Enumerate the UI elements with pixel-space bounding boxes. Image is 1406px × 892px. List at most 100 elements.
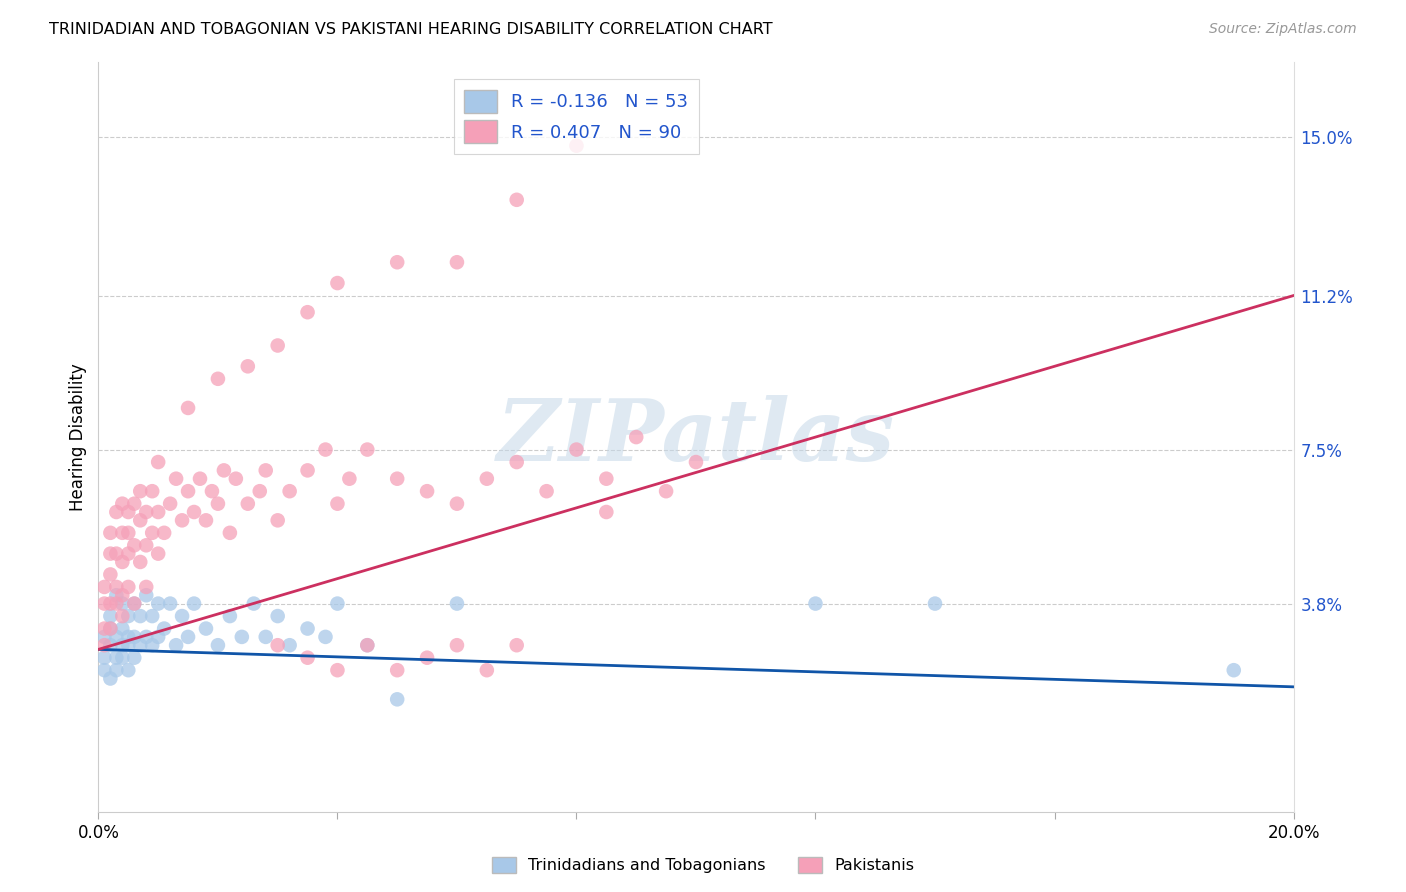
- Point: [141, 609, 163, 624]
- Point: [446, 255, 468, 269]
- Point: [207, 638, 229, 652]
- Point: [177, 401, 200, 415]
- Point: [655, 484, 678, 499]
- Point: [93, 638, 115, 652]
- Point: [595, 472, 617, 486]
- Point: [93, 597, 115, 611]
- Point: [626, 430, 648, 444]
- Legend: R = -0.136   N = 53, R = 0.407   N = 90: R = -0.136 N = 53, R = 0.407 N = 90: [454, 79, 699, 154]
- Point: [201, 484, 224, 499]
- Point: [105, 580, 128, 594]
- Point: [135, 588, 157, 602]
- Point: [685, 455, 707, 469]
- Point: [129, 484, 152, 499]
- Point: [93, 630, 115, 644]
- Point: [315, 630, 337, 644]
- Point: [475, 472, 498, 486]
- Point: [117, 580, 139, 594]
- Point: [148, 455, 170, 469]
- Point: [183, 597, 205, 611]
- Point: [1223, 663, 1246, 677]
- Point: [356, 638, 378, 652]
- Point: [117, 505, 139, 519]
- Point: [93, 650, 115, 665]
- Point: [148, 597, 170, 611]
- Point: [225, 472, 247, 486]
- Point: [278, 484, 301, 499]
- Point: [195, 622, 218, 636]
- Point: [416, 484, 439, 499]
- Point: [315, 442, 337, 457]
- Point: [148, 505, 170, 519]
- Point: [267, 638, 290, 652]
- Point: [111, 609, 134, 624]
- Point: [254, 630, 277, 644]
- Point: [207, 372, 229, 386]
- Point: [117, 663, 139, 677]
- Text: ZIPatlas: ZIPatlas: [496, 395, 896, 479]
- Point: [385, 255, 409, 269]
- Point: [153, 525, 176, 540]
- Point: [141, 525, 163, 540]
- Point: [105, 630, 128, 644]
- Point: [129, 609, 152, 624]
- Point: [165, 472, 187, 486]
- Point: [297, 463, 319, 477]
- Point: [565, 138, 588, 153]
- Point: [135, 505, 157, 519]
- Text: Source: ZipAtlas.com: Source: ZipAtlas.com: [1209, 22, 1357, 37]
- Point: [326, 497, 349, 511]
- Point: [231, 630, 253, 644]
- Point: [165, 638, 187, 652]
- Point: [219, 525, 242, 540]
- Point: [172, 609, 194, 624]
- Point: [254, 463, 277, 477]
- Point: [105, 547, 128, 561]
- Point: [177, 484, 200, 499]
- Point: [565, 442, 588, 457]
- Text: TRINIDADIAN AND TOBAGONIAN VS PAKISTANI HEARING DISABILITY CORRELATION CHART: TRINIDADIAN AND TOBAGONIAN VS PAKISTANI …: [49, 22, 773, 37]
- Point: [385, 692, 409, 706]
- Point: [111, 497, 134, 511]
- Point: [177, 630, 200, 644]
- Point: [135, 538, 157, 552]
- Point: [98, 609, 122, 624]
- Point: [93, 663, 115, 677]
- Point: [356, 638, 378, 652]
- Point: [385, 472, 409, 486]
- Point: [98, 672, 122, 686]
- Point: [385, 663, 409, 677]
- Point: [326, 276, 349, 290]
- Point: [105, 663, 128, 677]
- Point: [153, 622, 176, 636]
- Point: [111, 555, 134, 569]
- Point: [105, 588, 128, 602]
- Point: [135, 580, 157, 594]
- Point: [129, 638, 152, 652]
- Point: [124, 497, 146, 511]
- Point: [212, 463, 235, 477]
- Point: [98, 622, 122, 636]
- Point: [141, 638, 163, 652]
- Point: [326, 597, 349, 611]
- Point: [117, 638, 139, 652]
- Point: [117, 630, 139, 644]
- Point: [595, 505, 617, 519]
- Point: [111, 597, 134, 611]
- Point: [446, 638, 468, 652]
- Point: [159, 597, 181, 611]
- Y-axis label: Hearing Disability: Hearing Disability: [69, 363, 87, 511]
- Point: [446, 497, 468, 511]
- Point: [98, 547, 122, 561]
- Point: [243, 597, 266, 611]
- Point: [536, 484, 558, 499]
- Point: [267, 513, 290, 527]
- Point: [297, 650, 319, 665]
- Point: [172, 513, 194, 527]
- Point: [506, 638, 529, 652]
- Point: [297, 622, 319, 636]
- Point: [93, 622, 115, 636]
- Point: [188, 472, 211, 486]
- Point: [98, 567, 122, 582]
- Point: [339, 472, 361, 486]
